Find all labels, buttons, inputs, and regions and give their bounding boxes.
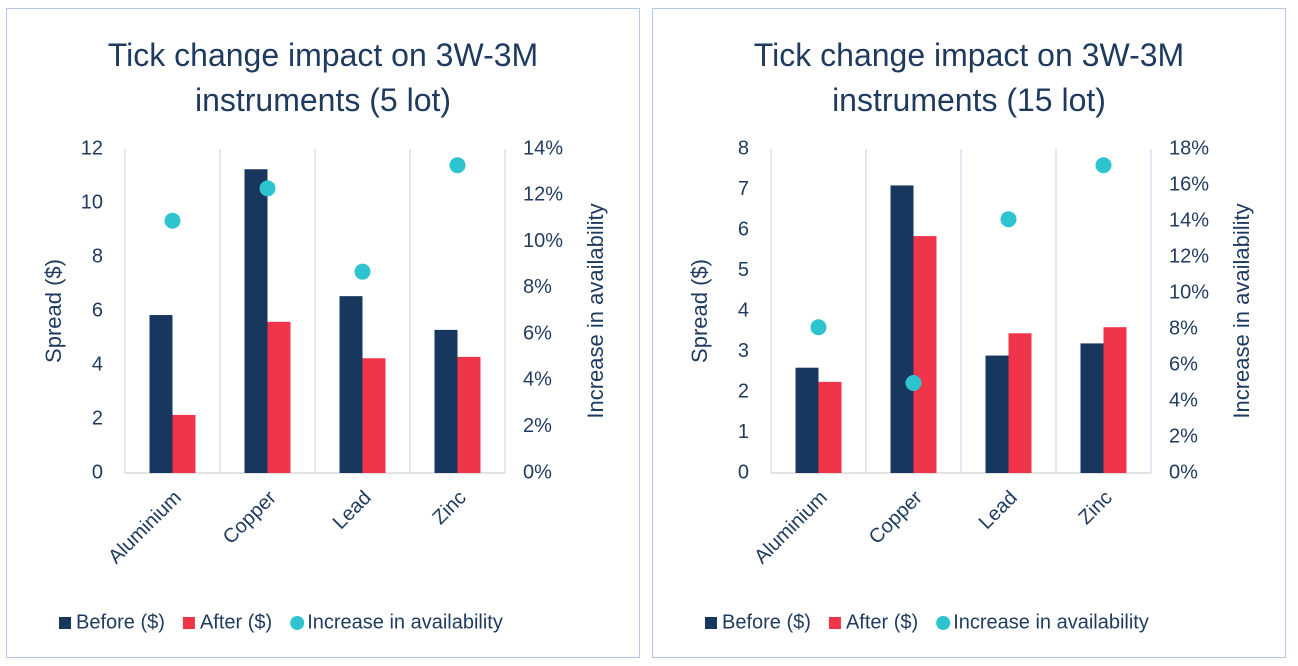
y-axis-title: Spread ($) [687,259,712,363]
y-tick-label: 10 [81,191,103,213]
legend-label: Increase in availability [307,611,503,633]
y2-tick-label: 10% [1169,281,1209,303]
y2-tick-label: 2% [523,415,552,437]
bar [457,356,481,473]
legend-marker [182,617,195,629]
y2-tick-label: 14% [1169,209,1209,231]
bar [818,381,842,473]
y2-tick-label: 6% [1169,353,1198,375]
bar [1008,333,1032,473]
x-tick-label: Aluminium [104,487,186,569]
y-tick-label: 1 [738,421,749,443]
bar [434,329,458,473]
x-tick-label: Zinc [1074,487,1116,529]
y2-tick-label: 6% [523,322,552,344]
bar [149,315,173,473]
y2-tick-label: 12% [523,184,563,206]
chart: 0 2 4 6 8 10 12 0% 2% 4% 6% 8% 10% 12% 14% Spread ($) In… [41,137,608,633]
y2-tick-label: 10% [523,230,563,252]
y-tick-label: 7 [738,178,749,200]
legend-label: After ($) [200,611,272,633]
x-tick-label: Copper [219,486,281,548]
legend-marker [828,617,841,629]
y2-tick-label: 14% [523,137,563,159]
y2-tick-label: 8% [523,276,552,298]
x-tick-label: Aluminium [750,487,832,569]
y-tick-label: 6 [738,218,749,240]
y2-tick-label: 0% [1169,461,1198,483]
y2-tick-label: 18% [1169,137,1209,159]
y-tick-label: 8 [738,137,749,159]
point [1000,211,1017,228]
legend-label: Increase in availability [953,611,1149,633]
y2-tick-label: 2% [1169,425,1198,447]
bar [339,296,363,473]
point [905,375,922,391]
legend-marker [705,617,717,629]
x-tick-label: Lead [329,487,376,534]
bar [267,321,291,473]
chart-title: Tick change impact on 3W-3M instruments … [107,37,539,118]
bar [890,185,914,473]
chart-panel: 0 1 2 3 4 5 6 7 8 0% 2% 4% 6% 8% 10% 12% 14% 16% 18% Spread… [652,8,1286,658]
y2-tick-label: 8% [1169,317,1198,339]
point [354,263,371,280]
y-axis-title: Spread ($) [41,259,66,363]
legend-label: Before ($) [722,611,811,633]
bar [172,414,196,473]
bar [913,236,937,473]
y-tick-label: 0 [738,461,749,483]
y2-tick-label: 12% [1169,245,1209,267]
y-tick-label: 2 [738,380,749,402]
chart: 0 1 2 3 4 5 6 7 8 0% 2% 4% 6% 8% 10% 12% 14% 16% 18% Spread… [687,137,1254,633]
y-tick-label: 4 [92,353,103,375]
bar [795,367,819,473]
legend-marker [290,616,305,630]
legend-label: After ($) [846,611,918,633]
point [810,319,827,336]
x-tick-label: Copper [865,486,927,548]
bar [985,355,1009,473]
legend-label: Before ($) [76,611,165,633]
y2-tick-label: 4% [523,369,552,391]
x-tick-label: Lead [975,487,1022,534]
y-tick-label: 12 [81,137,103,159]
y-tick-label: 8 [92,245,103,267]
y-tick-label: 0 [92,461,103,483]
y2-tick-label: 0% [523,461,552,483]
chart-title: Tick change impact on 3W-3M instruments … [753,37,1185,118]
y-tick-label: 6 [92,299,103,321]
bar [244,169,268,473]
y2-tick-label: 4% [1169,389,1198,411]
y2-axis-title: Increase in availability [583,203,608,418]
point [449,157,466,174]
x-tick-label: Zinc [428,487,470,529]
legend-marker [59,617,71,629]
y-tick-label: 5 [738,259,749,281]
point [164,212,181,229]
bar [1080,343,1104,473]
y-tick-label: 4 [738,299,749,321]
legend-marker [936,616,951,630]
chart-panel: 0 2 4 6 8 10 12 0% 2% 4% 6% 8% 10% 12% 14% Spread ($) In… [6,8,640,658]
y2-axis-title: Increase in availability [1229,203,1254,418]
point [259,180,276,197]
y-tick-label: 3 [738,340,749,362]
bar [362,358,386,473]
point [1095,157,1112,174]
y2-tick-label: 16% [1169,173,1209,195]
y-tick-label: 2 [92,407,103,429]
bar [1103,327,1127,473]
